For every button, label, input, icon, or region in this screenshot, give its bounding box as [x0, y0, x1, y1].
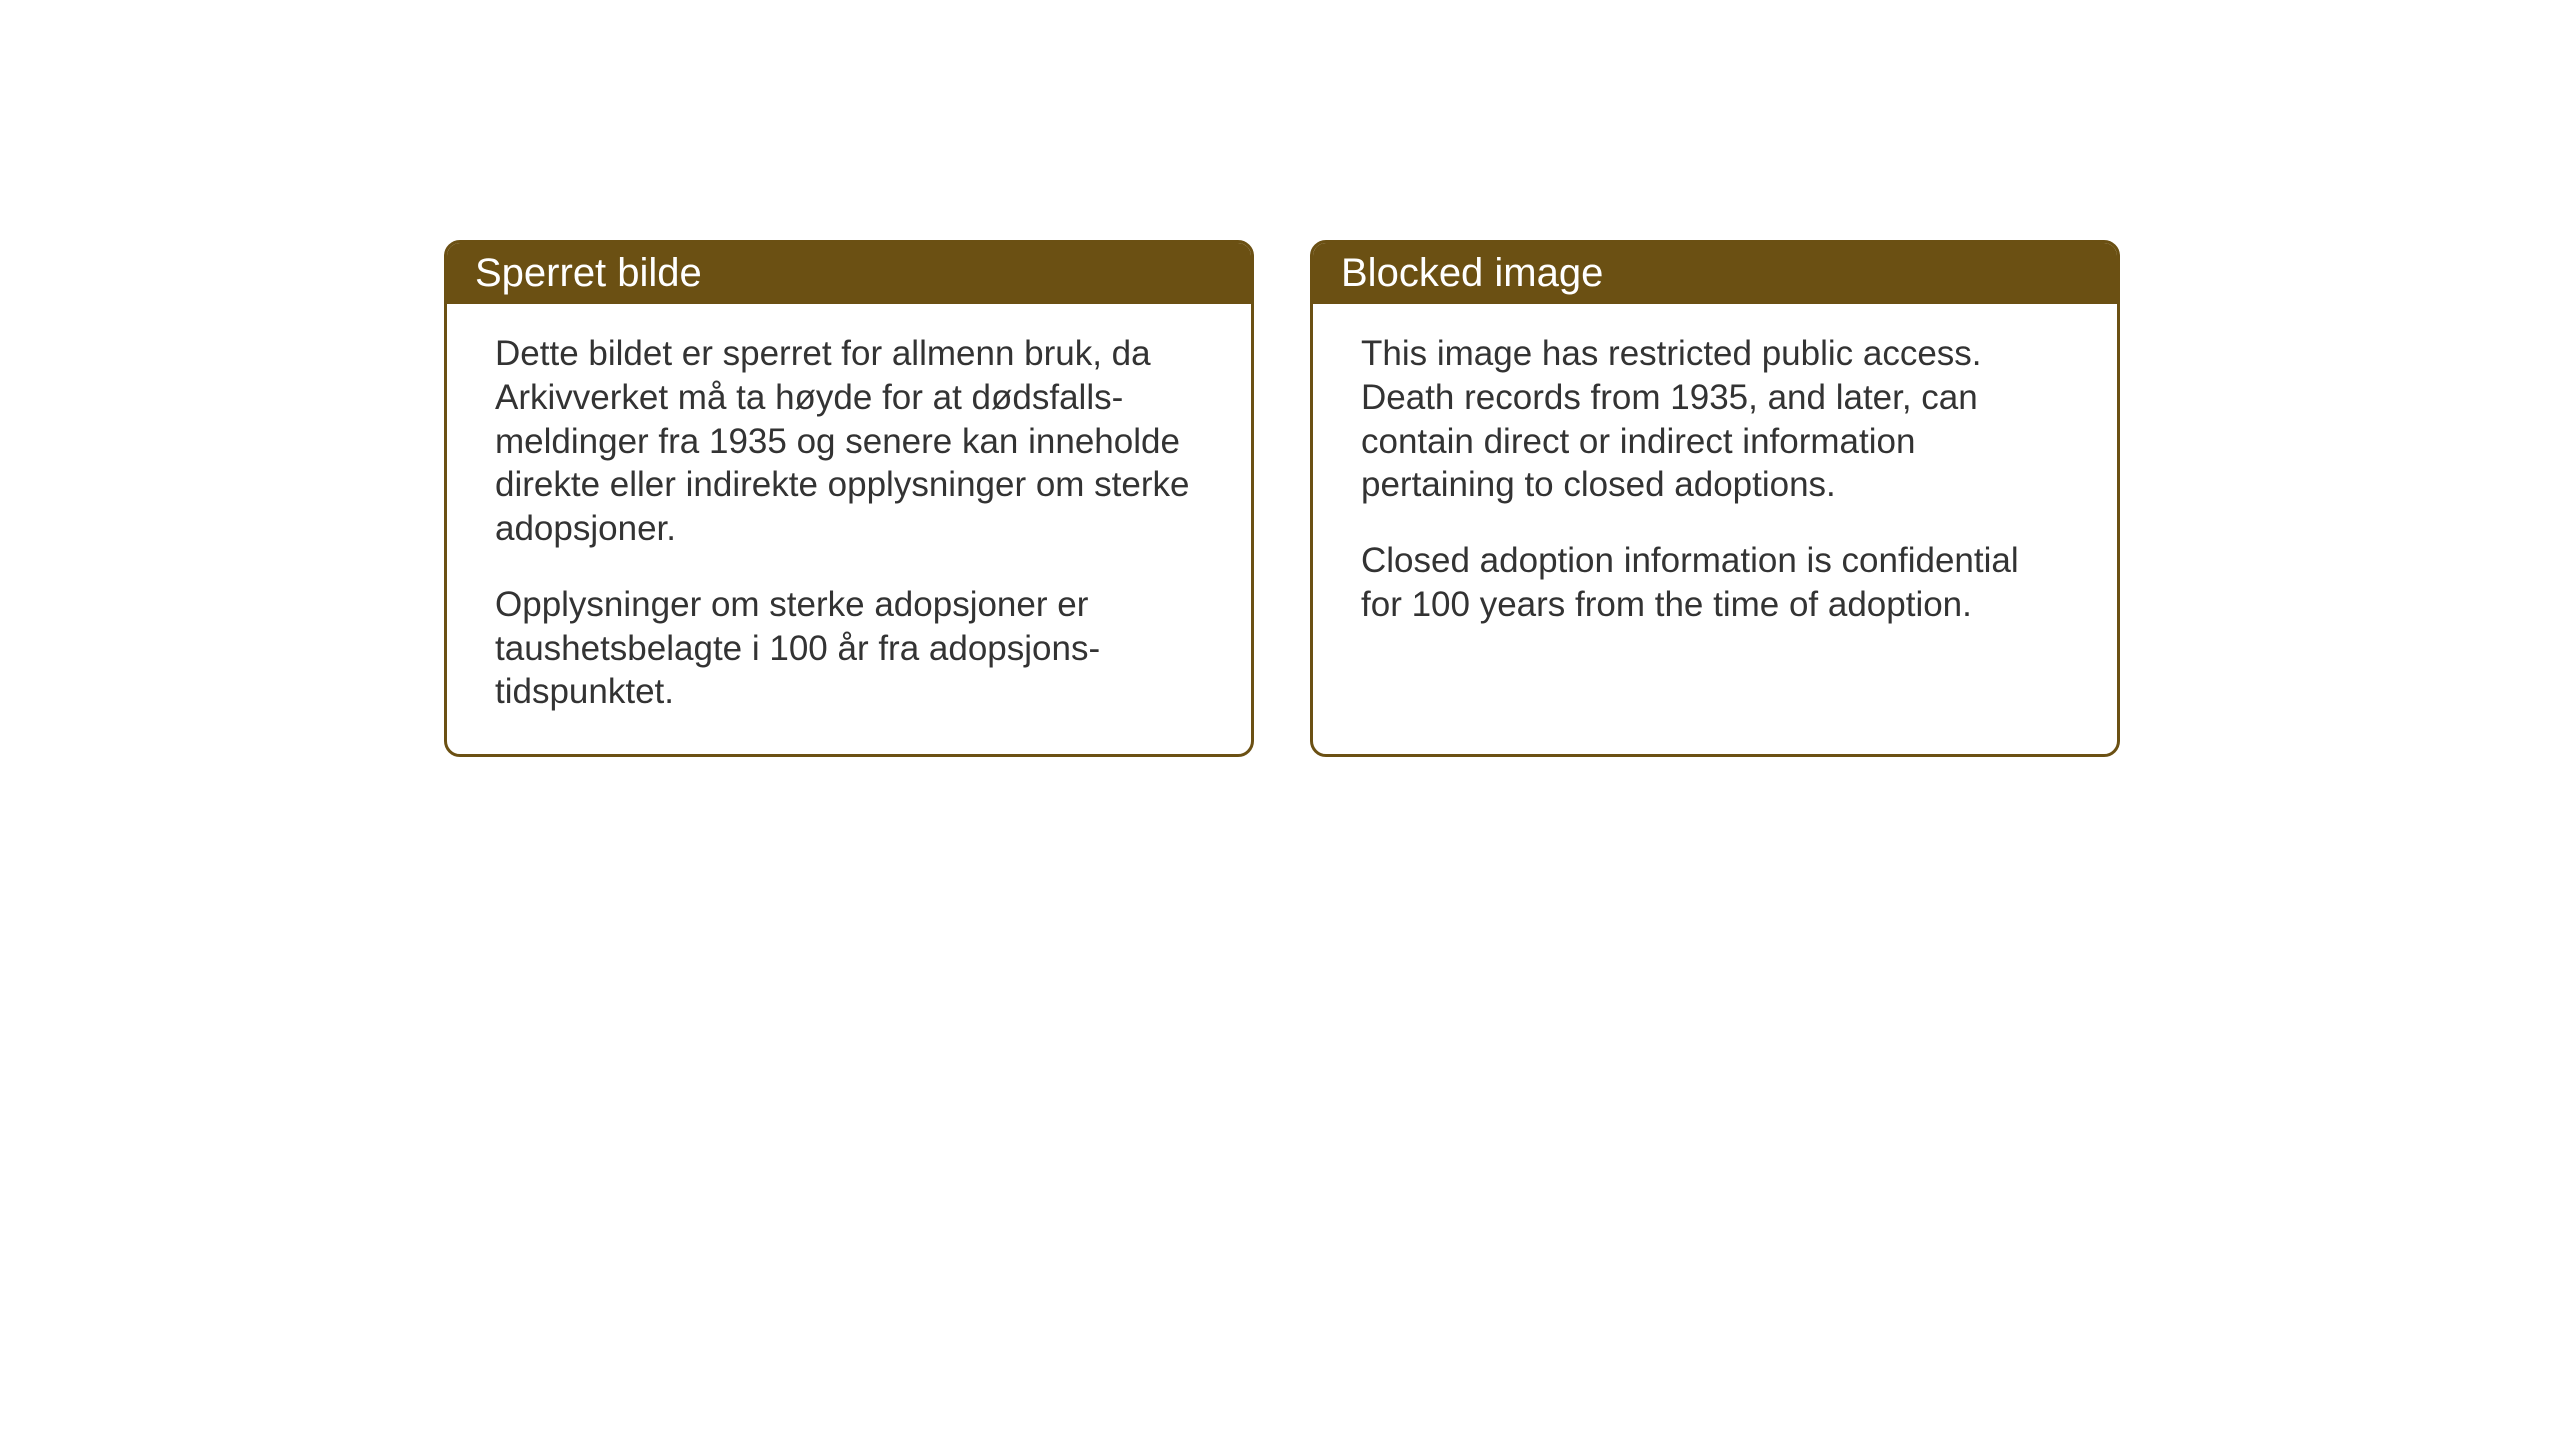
- card-title-norwegian: Sperret bilde: [475, 251, 702, 295]
- card-body-english: This image has restricted public access.…: [1313, 304, 2117, 667]
- card-title-english: Blocked image: [1341, 251, 1603, 295]
- notice-card-english: Blocked image This image has restricted …: [1310, 240, 2120, 757]
- card-header-english: Blocked image: [1313, 243, 2117, 304]
- card-paragraph-2-norwegian: Opplysninger om sterke adopsjoner er tau…: [495, 583, 1203, 714]
- card-body-norwegian: Dette bildet er sperret for allmenn bruk…: [447, 304, 1251, 754]
- card-paragraph-1-norwegian: Dette bildet er sperret for allmenn bruk…: [495, 332, 1203, 551]
- card-paragraph-2-english: Closed adoption information is confident…: [1361, 539, 2069, 627]
- notice-card-norwegian: Sperret bilde Dette bildet er sperret fo…: [444, 240, 1254, 757]
- card-header-norwegian: Sperret bilde: [447, 243, 1251, 304]
- notice-container: Sperret bilde Dette bildet er sperret fo…: [444, 240, 2120, 757]
- card-paragraph-1-english: This image has restricted public access.…: [1361, 332, 2069, 507]
